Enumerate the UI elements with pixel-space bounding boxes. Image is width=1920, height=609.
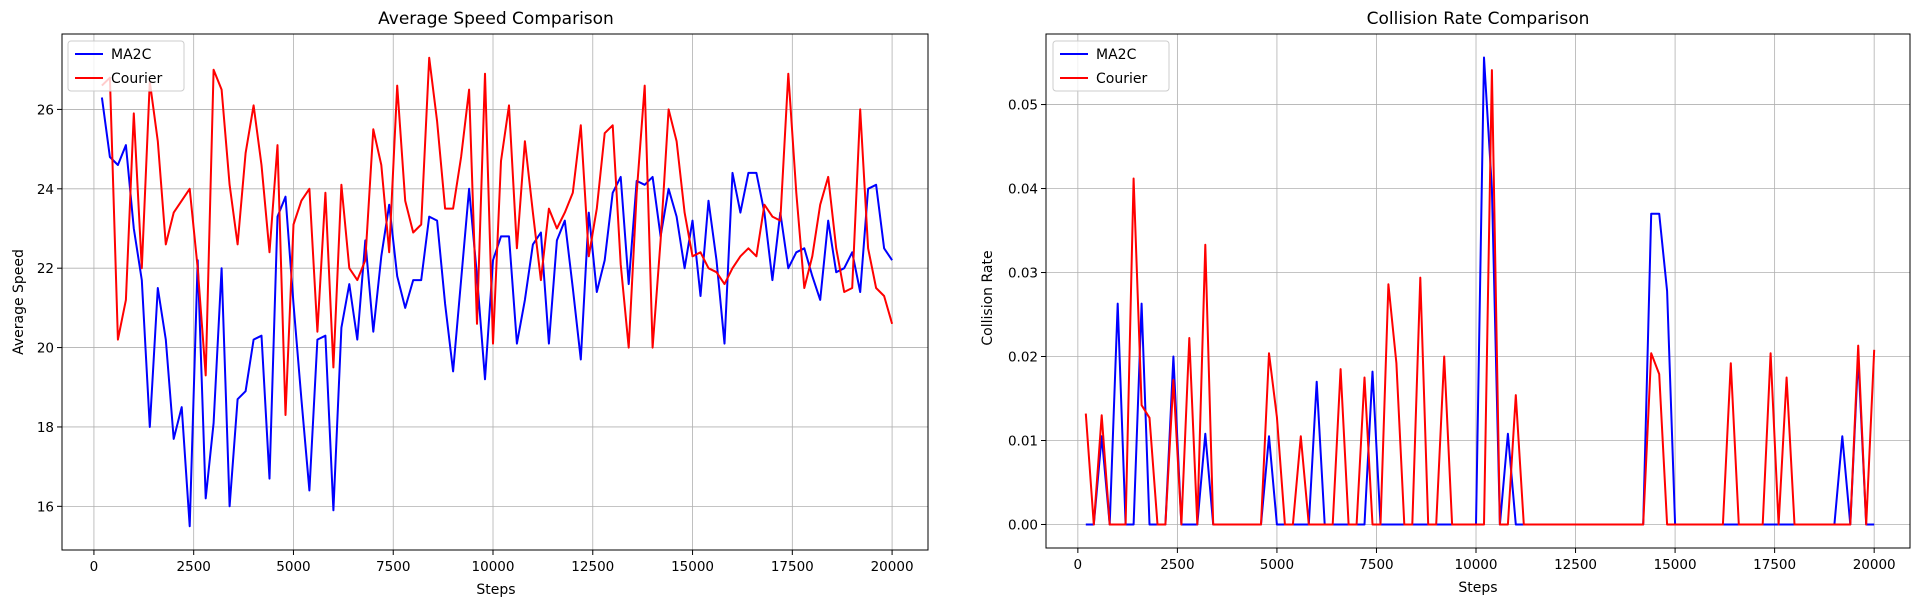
x-tick-label: 20000 [1853, 557, 1896, 573]
legend: MA2C Courier [67, 40, 185, 92]
series-line-ma2c [100, 97, 893, 528]
chart-title: Collision Rate Comparison [1367, 9, 1590, 29]
y-tick-label: 16 [37, 499, 54, 515]
series-line-courier [101, 56, 894, 416]
series-line-courier [1084, 69, 1876, 526]
x-tick-label: 5000 [276, 559, 310, 575]
y-ticks: 16 18 20 22 24 26 [37, 102, 62, 515]
x-tick-label: 12500 [571, 559, 614, 575]
series-group [1084, 56, 1876, 526]
x-tick-label: 5000 [1260, 557, 1294, 573]
y-ticks: 0.00 0.01 0.02 0.03 0.04 0.05 [1008, 98, 1046, 533]
y-tick-label: 0.03 [1008, 266, 1038, 282]
average-speed-chart: Average Speed Comparison 0 2500 5000 7500 10… [11, 9, 929, 598]
x-tick-label: 12500 [1554, 557, 1597, 573]
series-group [100, 56, 894, 528]
y-tick-label: 0.02 [1008, 350, 1038, 366]
x-tick-label: 0 [1074, 557, 1083, 573]
y-tick-label: 20 [37, 341, 54, 357]
x-axis-label: Steps [1458, 580, 1497, 596]
y-tick-label: 0.00 [1008, 517, 1038, 533]
x-tick-label: 20000 [871, 559, 914, 575]
x-ticks: 0 2500 5000 7500 10000 12500 15000 17500 20000 [90, 550, 914, 575]
plot-frame [1045, 33, 1911, 549]
legend: MA2C Courier [1052, 40, 1170, 92]
y-tick-label: 0.01 [1008, 433, 1038, 449]
x-tick-label: 15000 [671, 559, 714, 575]
collision-rate-chart: Collision Rate Comparison 0 2500 5000 7500 1… [980, 9, 1911, 596]
y-tick-label: 24 [37, 182, 54, 198]
y-tick-label: 22 [37, 261, 54, 277]
x-tick-label: 10000 [1455, 557, 1498, 573]
x-axis-label: Steps [476, 582, 515, 598]
legend-label-courier: Courier [1096, 71, 1147, 87]
y-axis-label: Collision Rate [980, 250, 996, 345]
x-tick-label: 17500 [771, 559, 814, 575]
x-tick-label: 10000 [472, 559, 515, 575]
x-tick-label: 0 [90, 559, 99, 575]
x-tick-label: 7500 [1359, 557, 1393, 573]
y-tick-label: 26 [37, 102, 54, 118]
y-tick-label: 0.05 [1008, 98, 1038, 114]
grid [1046, 34, 1910, 548]
y-tick-label: 18 [37, 420, 54, 436]
legend-label-courier: Courier [111, 71, 162, 87]
x-tick-label: 15000 [1654, 557, 1697, 573]
plot-frame [61, 33, 929, 551]
x-ticks: 0 2500 5000 7500 10000 12500 15000 17500 20000 [1074, 548, 1896, 573]
chart-title: Average Speed Comparison [378, 9, 614, 29]
x-tick-label: 7500 [376, 559, 410, 575]
x-tick-label: 2500 [1160, 557, 1194, 573]
x-tick-label: 2500 [177, 559, 211, 575]
y-tick-label: 0.04 [1008, 182, 1038, 198]
legend-label-ma2c: MA2C [1096, 47, 1137, 63]
legend-label-ma2c: MA2C [111, 47, 152, 63]
y-axis-label: Average Speed [11, 249, 27, 355]
x-tick-label: 17500 [1753, 557, 1796, 573]
